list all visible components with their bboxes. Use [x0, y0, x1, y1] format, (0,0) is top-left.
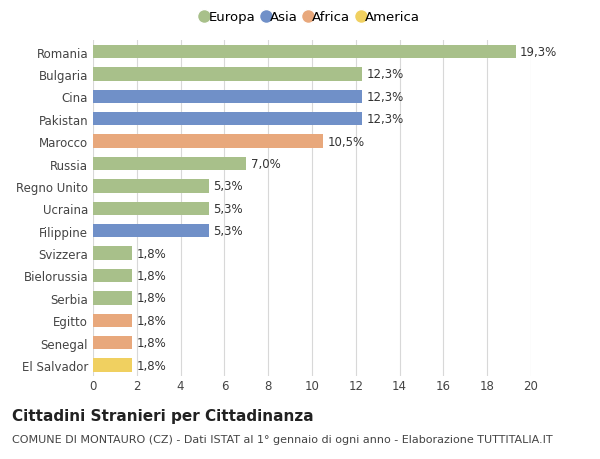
Legend: Europa, Asia, Africa, America: Europa, Asia, Africa, America: [200, 7, 424, 28]
Text: 5,3%: 5,3%: [214, 202, 243, 215]
Bar: [93, 336, 133, 350]
Text: COMUNE DI MONTAURO (CZ) - Dati ISTAT al 1° gennaio di ogni anno - Elaborazione T: COMUNE DI MONTAURO (CZ) - Dati ISTAT al …: [12, 434, 553, 444]
Text: 5,3%: 5,3%: [214, 180, 243, 193]
Bar: [93, 224, 209, 238]
Text: 7,0%: 7,0%: [251, 158, 280, 171]
Bar: [93, 135, 323, 149]
Bar: [93, 314, 133, 327]
Text: 1,8%: 1,8%: [137, 292, 167, 305]
Text: 19,3%: 19,3%: [520, 46, 557, 59]
Bar: [93, 358, 133, 372]
Text: 1,8%: 1,8%: [137, 314, 167, 327]
Text: Cittadini Stranieri per Cittadinanza: Cittadini Stranieri per Cittadinanza: [12, 409, 314, 424]
Bar: [93, 291, 133, 305]
Text: 12,3%: 12,3%: [367, 68, 404, 81]
Text: 5,3%: 5,3%: [214, 225, 243, 238]
Text: 1,8%: 1,8%: [137, 247, 167, 260]
Bar: [93, 90, 362, 104]
Text: 1,8%: 1,8%: [137, 269, 167, 282]
Text: 1,8%: 1,8%: [137, 336, 167, 349]
Bar: [93, 202, 209, 216]
Text: 1,8%: 1,8%: [137, 359, 167, 372]
Bar: [93, 46, 515, 59]
Bar: [93, 180, 209, 193]
Bar: [93, 68, 362, 82]
Text: 12,3%: 12,3%: [367, 113, 404, 126]
Text: 10,5%: 10,5%: [328, 135, 364, 148]
Bar: [93, 247, 133, 260]
Text: 12,3%: 12,3%: [367, 91, 404, 104]
Bar: [93, 269, 133, 283]
Bar: [93, 157, 247, 171]
Bar: [93, 113, 362, 126]
